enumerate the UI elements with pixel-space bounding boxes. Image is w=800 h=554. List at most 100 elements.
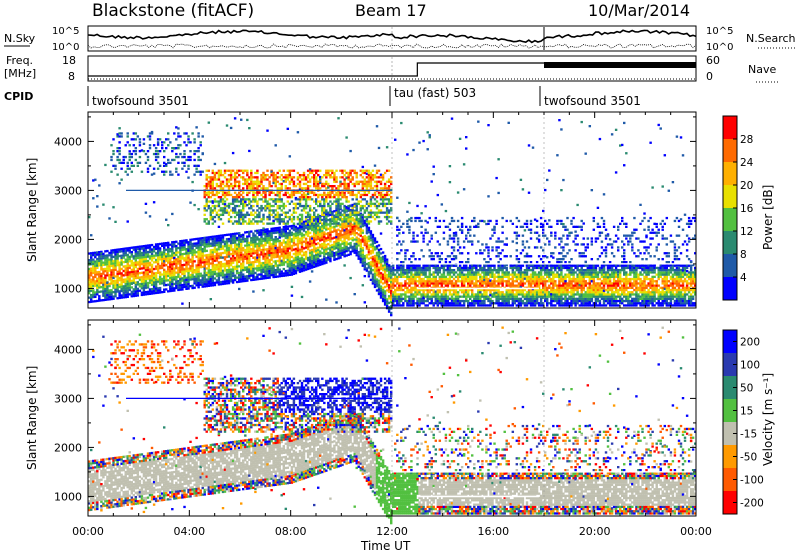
p-cell	[288, 262, 292, 265]
p-cell	[118, 141, 121, 144]
p-cell	[126, 249, 129, 252]
p-cell	[341, 209, 344, 212]
p-cell	[390, 311, 393, 315]
p-cell	[363, 219, 367, 222]
p-cell	[219, 283, 223, 286]
p-cell	[381, 286, 385, 289]
p-cell	[120, 281, 123, 284]
p-cell	[323, 222, 326, 225]
p-cell	[379, 289, 383, 293]
p-cell	[315, 169, 318, 172]
p-cell	[256, 275, 259, 279]
p-cell	[345, 208, 348, 211]
p-cell	[347, 218, 350, 221]
p-cell	[140, 260, 144, 263]
p-cell	[165, 147, 168, 150]
p-cell	[369, 261, 373, 264]
p-cell	[325, 237, 328, 240]
p-cell	[191, 256, 194, 259]
p-cell	[252, 200, 255, 203]
p-cell	[308, 204, 312, 208]
p-cell	[110, 273, 113, 276]
p-cell	[371, 176, 375, 179]
p-cell	[410, 304, 413, 307]
p-cell	[341, 191, 344, 194]
p-cell	[339, 252, 342, 255]
p-cell	[317, 215, 320, 219]
p-cell	[347, 200, 350, 203]
p-cell	[156, 155, 160, 159]
p-cell	[436, 304, 440, 307]
p-cell	[191, 273, 194, 276]
p-cell	[319, 187, 322, 190]
p-cell	[203, 193, 206, 197]
p-cell	[96, 271, 99, 274]
p-cell	[227, 248, 231, 252]
p-cell	[266, 261, 269, 264]
p-cell	[351, 223, 354, 226]
p-cell	[381, 266, 385, 270]
p-cell	[88, 283, 91, 286]
p-cell	[134, 285, 138, 289]
p-cell	[88, 278, 91, 282]
p-cell	[313, 239, 316, 242]
p-cell	[266, 272, 269, 275]
p-cell	[229, 246, 233, 249]
cpid-segment-1: twofsound 3501	[92, 94, 189, 108]
p-cell	[120, 263, 123, 266]
p-cell	[248, 261, 251, 264]
p-cell	[181, 161, 184, 164]
p-cell	[357, 253, 360, 256]
p-cell	[325, 215, 328, 219]
p-cell	[262, 227, 265, 230]
p-cell	[252, 213, 255, 216]
p-cell	[215, 250, 219, 253]
p-cell	[367, 174, 371, 177]
p-cell	[304, 198, 308, 201]
p-cell	[315, 251, 318, 255]
p-cell	[152, 274, 156, 277]
p-cell	[185, 256, 188, 260]
p-cell	[205, 204, 208, 208]
p-cell	[361, 236, 365, 239]
p-cell	[126, 167, 129, 170]
p-cell	[347, 242, 350, 245]
p-cell	[238, 196, 241, 199]
p-cell	[317, 253, 320, 256]
p-cell	[209, 176, 213, 179]
p-cell	[140, 149, 144, 152]
p-cell	[163, 164, 166, 167]
p-cell	[193, 249, 196, 252]
p-cell	[341, 196, 344, 199]
p-cell	[282, 256, 286, 260]
p-cell	[353, 211, 356, 214]
p-cell	[140, 267, 144, 270]
p-cell	[266, 129, 269, 132]
p-cell	[242, 187, 245, 190]
p-cell	[369, 236, 373, 240]
p-cell	[396, 196, 399, 199]
p-cell	[197, 242, 200, 245]
p-cell	[315, 187, 318, 190]
p-cell	[248, 270, 251, 273]
p-cell	[284, 185, 288, 188]
p-cell	[383, 215, 387, 219]
p-cell	[167, 250, 170, 253]
p-cell	[183, 248, 186, 251]
p-cell	[288, 271, 292, 274]
p-cell	[191, 245, 194, 248]
p-cell	[357, 202, 360, 205]
p-cell	[189, 258, 192, 261]
p-cell	[371, 169, 375, 172]
p-cell	[240, 238, 243, 241]
p-cell	[217, 243, 221, 246]
p-cell	[422, 255, 425, 258]
p-cell	[262, 253, 265, 256]
p-cell	[211, 200, 215, 203]
p-cell	[304, 264, 308, 267]
p-cell	[152, 172, 156, 175]
p-cell	[335, 216, 338, 219]
p-cell	[98, 281, 101, 285]
p-cell	[276, 255, 279, 258]
p-cell	[142, 282, 146, 285]
